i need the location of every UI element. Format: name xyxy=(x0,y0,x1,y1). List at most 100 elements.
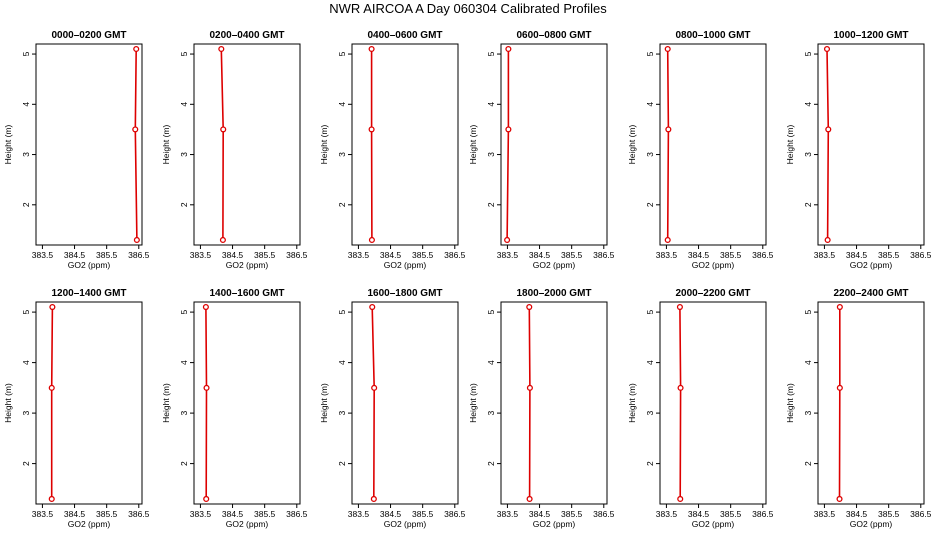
data-point xyxy=(370,495,377,503)
x-axis-label: GO2 (ppm) xyxy=(68,519,111,529)
profile-line xyxy=(826,48,830,241)
plot-frame xyxy=(817,301,925,505)
data-point xyxy=(218,45,225,53)
y-tick-label: 4 xyxy=(486,102,496,107)
plot-frame xyxy=(351,43,459,246)
y-tick-label: 5 xyxy=(337,309,347,314)
y-tick-label: 5 xyxy=(21,309,31,314)
x-axis-label: GO2 (ppm) xyxy=(384,519,427,529)
y-tick-label: 4 xyxy=(337,360,347,365)
data-point xyxy=(203,384,210,391)
x-tick-label: 386.5 xyxy=(444,509,466,519)
data-point xyxy=(836,303,843,311)
x-tick-label: 385.5 xyxy=(96,250,118,260)
x-tick-label: 386.5 xyxy=(286,509,308,519)
data-point xyxy=(371,384,378,391)
y-tick-label: 4 xyxy=(21,360,31,365)
x-tick-label: 384.5 xyxy=(380,250,402,260)
y-tick-label: 3 xyxy=(486,410,496,415)
profile-line xyxy=(528,307,531,499)
profile-line xyxy=(134,48,138,241)
x-tick-label: 385.5 xyxy=(561,250,583,260)
panel-title: 1800–2000 GMT xyxy=(516,288,591,299)
x-axis-label: GO2 (ppm) xyxy=(68,260,111,270)
plot-frame xyxy=(35,301,143,505)
x-tick-label: 386.5 xyxy=(593,509,615,519)
data-point xyxy=(526,303,533,311)
profile-panel: 0000–0200 GMT 383.5 384.5 385.5 386.5 2 3 4 5 GO2… xyxy=(3,30,150,270)
profile-panel: 2000–2200 GMT 383.5 384.5 385.5 386.5 2 3 4 5 GO2… xyxy=(627,288,774,529)
data-point xyxy=(220,126,227,133)
plot-frame xyxy=(35,43,143,246)
panel-title: 1000–1200 GMT xyxy=(833,30,908,41)
x-tick-label: 386.5 xyxy=(752,509,774,519)
y-axis-label: Height (m) xyxy=(468,383,478,423)
y-tick-label: 2 xyxy=(803,461,813,466)
data-point xyxy=(368,236,375,244)
y-tick-label: 5 xyxy=(486,309,496,314)
y-tick-label: 2 xyxy=(337,461,347,466)
y-tick-label: 3 xyxy=(179,410,189,415)
x-tick-label: 385.5 xyxy=(878,509,900,519)
x-tick-label: 386.5 xyxy=(128,509,150,519)
x-tick-label: 384.5 xyxy=(846,250,868,260)
x-tick-label: 383.5 xyxy=(656,250,678,260)
x-axis-label: GO2 (ppm) xyxy=(533,519,576,529)
data-point xyxy=(203,495,210,503)
data-point xyxy=(825,126,832,133)
x-axis-label: GO2 (ppm) xyxy=(850,519,893,529)
x-tick-label: 386.5 xyxy=(444,250,466,260)
profile-panel: 0200–0400 GMT 383.5 384.5 385.5 386.5 2 3 4 5 GO2… xyxy=(161,30,308,270)
figure-title: NWR AIRCOA A Day 060304 Calibrated Profi… xyxy=(329,1,607,16)
y-tick-label: 5 xyxy=(486,51,496,56)
y-tick-label: 5 xyxy=(179,309,189,314)
data-point xyxy=(202,303,209,311)
x-tick-label: 383.5 xyxy=(190,509,212,519)
y-tick-label: 3 xyxy=(803,410,813,415)
y-axis-label: Height (m) xyxy=(468,125,478,165)
x-tick-label: 383.5 xyxy=(32,509,54,519)
plot-frame xyxy=(659,43,767,246)
y-tick-label: 5 xyxy=(21,51,31,56)
x-tick-label: 385.5 xyxy=(720,509,742,519)
x-tick-label: 383.5 xyxy=(348,250,370,260)
profile-line xyxy=(679,307,682,499)
data-point xyxy=(132,126,139,133)
x-tick-label: 386.5 xyxy=(128,250,150,260)
plot-frame xyxy=(193,43,301,246)
x-tick-label: 383.5 xyxy=(656,509,678,519)
plot-frame xyxy=(500,43,608,246)
y-axis-label: Height (m) xyxy=(161,125,171,165)
data-point xyxy=(677,384,684,391)
x-tick-label: 384.5 xyxy=(688,250,710,260)
y-tick-label: 2 xyxy=(179,202,189,207)
plot-frame xyxy=(659,301,767,505)
y-tick-label: 2 xyxy=(486,461,496,466)
data-point xyxy=(664,45,671,53)
y-tick-label: 3 xyxy=(337,152,347,157)
profile-panel: 1600–1800 GMT 383.5 384.5 385.5 386.5 2 3 4 5 GO2… xyxy=(319,288,466,529)
profile-line xyxy=(50,307,54,499)
y-tick-label: 5 xyxy=(179,51,189,56)
data-point xyxy=(133,45,140,53)
data-point xyxy=(677,495,684,503)
x-tick-label: 385.5 xyxy=(412,250,434,260)
panel-title: 1200–1400 GMT xyxy=(51,288,126,299)
y-tick-label: 2 xyxy=(179,461,189,466)
y-axis-label: Height (m) xyxy=(627,383,637,423)
y-tick-label: 3 xyxy=(645,410,655,415)
panel-title: 0600–0800 GMT xyxy=(516,30,591,41)
data-point xyxy=(48,384,55,391)
y-tick-label: 3 xyxy=(486,152,496,157)
profile-panel: 0800–1000 GMT 383.5 384.5 385.5 386.5 2 3 4 5 GO2… xyxy=(627,30,774,270)
data-point xyxy=(504,236,511,244)
x-tick-label: 385.5 xyxy=(878,250,900,260)
profile-panel: 1000–1200 GMT 383.5 384.5 385.5 386.5 2 3 4 5 GO2… xyxy=(785,30,932,270)
data-point xyxy=(505,126,512,133)
y-tick-label: 4 xyxy=(179,102,189,107)
y-tick-label: 2 xyxy=(645,202,655,207)
x-tick-label: 384.5 xyxy=(64,250,86,260)
x-axis-label: GO2 (ppm) xyxy=(850,260,893,270)
data-point xyxy=(836,495,843,503)
x-tick-label: 386.5 xyxy=(286,250,308,260)
